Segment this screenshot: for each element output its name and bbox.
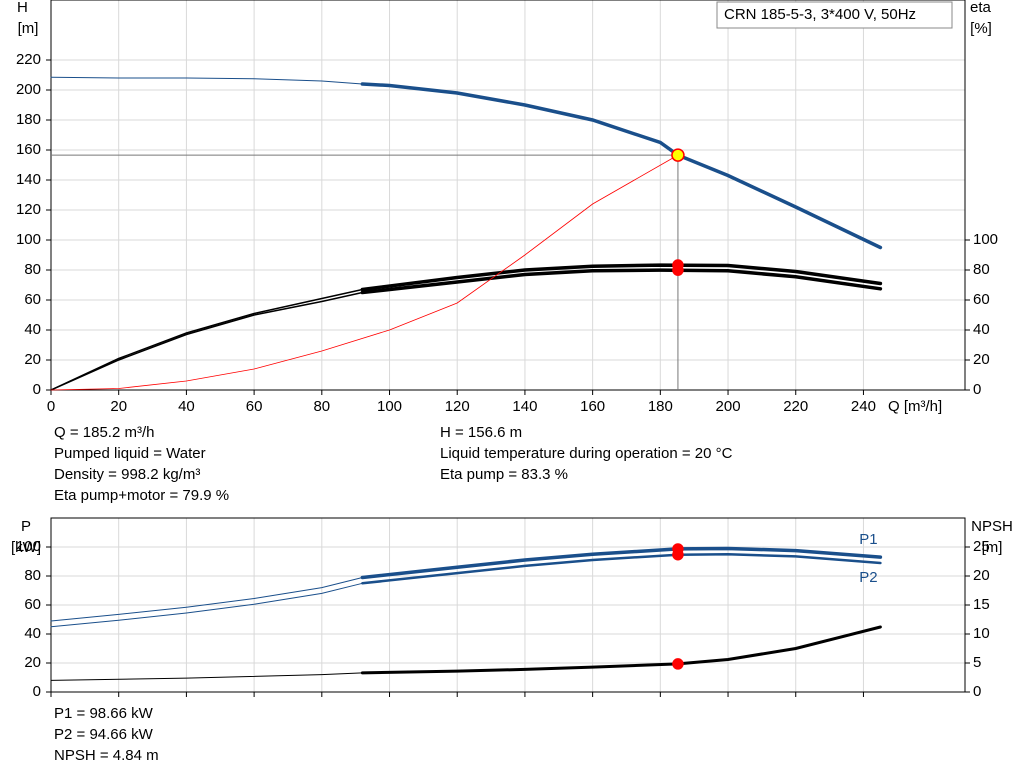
- operating-point: [672, 658, 684, 670]
- x-tick-label: 80: [313, 398, 330, 415]
- series-label: P1: [859, 531, 877, 548]
- y2-tick-label: 20: [973, 351, 990, 368]
- y2-axis-unit: [m]: [982, 539, 1003, 556]
- operating-point: [671, 148, 685, 162]
- info-text: Density = 998.2 kg/m³: [54, 466, 200, 483]
- curve: [360, 546, 883, 580]
- info-text: NPSH = 4.84 m: [54, 747, 159, 764]
- info-text: Liquid temperature during operation = 20…: [440, 445, 733, 462]
- y-tick-label: 200: [16, 81, 41, 98]
- x-tick-label: 120: [445, 398, 470, 415]
- y2-tick-label: 0: [973, 381, 981, 398]
- x-tick-label: 100: [377, 398, 402, 415]
- x-tick-label: 140: [512, 398, 537, 415]
- x-tick-label: 20: [110, 398, 127, 415]
- curve: [360, 82, 883, 250]
- x-tick-label: 180: [648, 398, 673, 415]
- x-axis-label: Q [m³/h]: [888, 398, 942, 415]
- curve: [50, 672, 363, 681]
- y-tick-label: 0: [33, 683, 41, 700]
- curve: [360, 268, 883, 295]
- y-tick-label: 40: [24, 321, 41, 338]
- y2-axis-label: NPSH: [971, 518, 1013, 535]
- title-box: [716, 1, 953, 29]
- y-tick-label: 80: [24, 567, 41, 584]
- curve: [50, 76, 363, 85]
- x-tick-label: 240: [851, 398, 876, 415]
- y2-axis-label: eta: [970, 0, 992, 16]
- y2-tick-label: 10: [973, 625, 990, 642]
- x-tick-label: 160: [580, 398, 605, 415]
- y2-tick-label: 20: [973, 567, 990, 584]
- y-tick-label: 220: [16, 51, 41, 68]
- y-tick-label: 60: [24, 596, 41, 613]
- info-text: P2 = 94.66 kW: [54, 726, 154, 743]
- info-text: H = 156.6 m: [440, 424, 522, 441]
- chart-panel: 0 20 40 60 80 100 0 5 10 15 20 25 P [kW] NPSH [m] P1 P2 P1…: [11, 517, 1013, 764]
- series-label: P2: [859, 569, 877, 586]
- y2-tick-label: 60: [973, 291, 990, 308]
- y2-axis-unit: [%]: [970, 20, 992, 37]
- chart-panel: 0 20 40 60 80 100 120 140 160 180 200 220 2400204060…: [16, 0, 998, 504]
- plot-frame: [50, 517, 966, 693]
- curve: [50, 154, 679, 391]
- info-text: P1 = 98.66 kW: [54, 705, 154, 722]
- y-tick-label: 100: [16, 231, 41, 248]
- curve: [50, 577, 363, 622]
- curve: [50, 291, 364, 391]
- y-tick-label: 60: [24, 291, 41, 308]
- y2-tick-label: 0: [973, 683, 981, 700]
- y-axis-unit: [kW]: [11, 539, 41, 556]
- info-text: Eta pump+motor = 79.9 %: [54, 487, 229, 504]
- y-tick-label: 80: [24, 261, 41, 278]
- y2-tick-label: 100: [973, 231, 998, 248]
- y-axis-label: P: [21, 518, 31, 535]
- info-text: Eta pump = 83.3 %: [440, 466, 568, 483]
- curve: [50, 582, 363, 628]
- x-tick-label: 40: [178, 398, 195, 415]
- y-tick-label: 100: [16, 538, 41, 555]
- x-tick-label: 60: [246, 398, 263, 415]
- plot-frame: [50, 0, 966, 391]
- y2-tick-label: 5: [973, 654, 981, 671]
- operating-point: [672, 548, 684, 561]
- x-tick-label: 0: [47, 398, 55, 415]
- plot-area: [51, 0, 965, 390]
- y2-tick-label: 40: [973, 321, 990, 338]
- y-tick-label: 140: [16, 171, 41, 188]
- info-text: Q = 185.2 m³/h: [54, 424, 154, 441]
- y-tick-label: 20: [24, 654, 41, 671]
- curve: [360, 263, 883, 292]
- y-tick-label: 160: [16, 141, 41, 158]
- y-tick-label: 20: [24, 351, 41, 368]
- y2-tick-label: 80: [973, 261, 990, 278]
- operating-point: [672, 264, 684, 276]
- y-tick-label: 0: [33, 381, 41, 398]
- y2-tick-label: 25: [973, 538, 990, 555]
- y-axis-label: H: [17, 0, 28, 16]
- chart-title: CRN 185-5-3, 3*400 V, 50Hz: [724, 6, 916, 23]
- info-text: Pumped liquid = Water: [54, 445, 206, 462]
- y2-tick-label: 15: [973, 596, 990, 613]
- curve: [361, 553, 882, 585]
- x-tick-label: 220: [783, 398, 808, 415]
- curve: [360, 625, 882, 675]
- y-tick-label: 180: [16, 111, 41, 128]
- x-tick-label: 200: [716, 398, 741, 415]
- y-tick-label: 120: [16, 201, 41, 218]
- y-axis-unit: [m]: [18, 20, 39, 37]
- y-tick-label: 40: [24, 625, 41, 642]
- curve: [50, 288, 364, 391]
